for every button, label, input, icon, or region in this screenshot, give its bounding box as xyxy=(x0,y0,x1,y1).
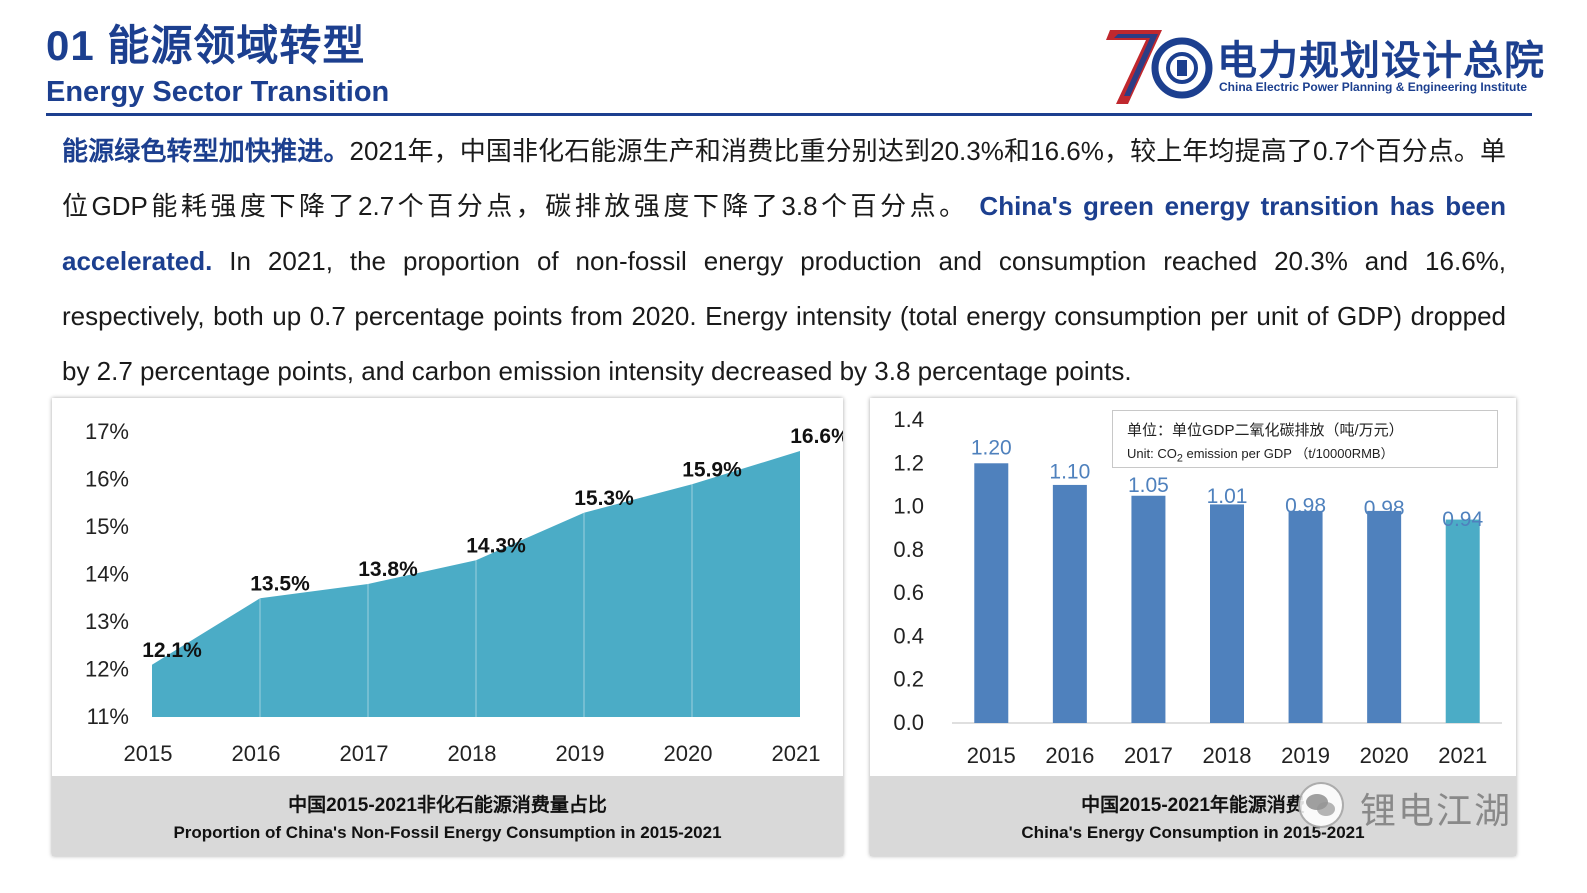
data-label: 1.05 xyxy=(1128,474,1169,497)
bar xyxy=(1131,495,1166,723)
bar xyxy=(1288,510,1323,723)
x-tick-label: 2017 xyxy=(1124,743,1173,768)
summary-body-cn: 2021年，中国非化石能源生产和消费比重分别达到20.3%和16.6%，较上年均… xyxy=(62,136,1506,221)
non-fossil-share-caption: 中国2015-2021非化石能源消费量占比 Proportion of Chin… xyxy=(52,776,843,856)
wechat-icon xyxy=(1298,782,1344,828)
x-tick-label: 2016 xyxy=(1045,743,1094,768)
chart-title-en: Proportion of China's Non-Fossil Energy … xyxy=(173,823,722,842)
y-tick-label: 13% xyxy=(85,609,129,634)
x-tick-label: 2020 xyxy=(664,741,713,766)
area-series xyxy=(152,451,800,717)
y-tick-label: 0.2 xyxy=(893,667,924,692)
y-tick-label: 1.0 xyxy=(893,494,924,519)
data-label: 1.20 xyxy=(971,436,1012,459)
y-tick-label: 17% xyxy=(85,419,129,444)
watermark-text: 锂电江湖 xyxy=(1360,790,1513,831)
summary-lead-cn: 能源绿色转型加快推进。 xyxy=(62,136,350,166)
y-tick-label: 12% xyxy=(85,657,129,682)
y-tick-label: 0.0 xyxy=(893,710,924,735)
carbon-intensity-caption: 中国2015-2021年能源消费 China's Energy Consumpt… xyxy=(870,776,1516,856)
non-fossil-share-panel: 11% 12% 13% 14% 15% 16% 17% 2015 2016 2017 2018 201… xyxy=(52,398,843,856)
carbon-intensity-chart: 0.0 0.2 0.4 0.6 0.8 1.0 1.2 1.4 1.20 2015 1.10 2016… xyxy=(893,407,1502,768)
data-label: 13.8% xyxy=(358,558,418,581)
chart-title-en: China's Energy Consumption in 2015-2021 xyxy=(1021,823,1365,842)
bar xyxy=(1052,484,1087,723)
unit-legend: 单位：单位GDP二氧化碳排放（吨/万元） Unit: CO2 emission … xyxy=(1112,410,1498,468)
x-tick-label: 2021 xyxy=(772,741,821,766)
y-tick-label: 11% xyxy=(87,704,129,729)
bar xyxy=(974,463,1009,723)
page-subtitle: Energy Sector Transition xyxy=(46,76,390,108)
institute-logo-icon xyxy=(1106,30,1213,104)
data-label: 12.1% xyxy=(142,639,202,662)
chart-title-cn: 中国2015-2021非化石能源消费量占比 xyxy=(288,795,607,816)
unit-label-en: Unit: CO2 emission per GDP （t/10000RMB） xyxy=(1127,446,1394,465)
x-tick-label: 2015 xyxy=(967,743,1016,768)
data-label: 13.5% xyxy=(250,572,310,595)
bar xyxy=(1210,504,1244,723)
data-label: 1.01 xyxy=(1207,485,1248,508)
data-label: 14.3% xyxy=(466,534,526,557)
y-tick-label: 0.6 xyxy=(893,580,924,605)
summary-lead-en: China's green energy transition has been… xyxy=(62,191,1506,276)
unit-label-cn: 单位：单位GDP二氧化碳排放（吨/万元） xyxy=(1127,422,1404,439)
carbon-intensity-panel: 0.0 0.2 0.4 0.6 0.8 1.0 1.2 1.4 1.20 2015 1.10 2016… xyxy=(870,398,1516,856)
institute-name-en: China Electric Power Planning & Engineer… xyxy=(1219,80,1528,94)
summary-paragraph: 能源绿色转型加快推进。2021年，中国非化石能源生产和消费比重分别达到20.3%… xyxy=(62,124,1506,399)
header-divider xyxy=(46,113,1532,116)
data-label: 0.94 xyxy=(1442,508,1483,531)
page-title: 01 能源领域转型 xyxy=(46,22,366,69)
x-tick-label: 2016 xyxy=(232,741,281,766)
x-tick-label: 2019 xyxy=(556,741,605,766)
data-label: 15.3% xyxy=(574,487,634,510)
data-label: 16.6% xyxy=(790,425,843,448)
y-tick-label: 14% xyxy=(85,562,129,587)
bar xyxy=(1367,510,1402,723)
x-tick-label: 2017 xyxy=(340,741,389,766)
chart-title-cn: 中国2015-2021年能源消费 xyxy=(1081,795,1305,816)
x-tick-label: 2018 xyxy=(1203,743,1252,768)
y-tick-label: 0.4 xyxy=(893,623,924,648)
y-tick-label: 15% xyxy=(85,514,129,539)
data-label: 0.98 xyxy=(1364,497,1405,520)
data-label: 0.98 xyxy=(1285,494,1326,517)
x-tick-label: 2015 xyxy=(124,741,173,766)
x-tick-label: 2021 xyxy=(1438,743,1487,768)
bar xyxy=(1445,519,1480,723)
y-tick-label: 0.8 xyxy=(893,537,924,562)
x-tick-label: 2019 xyxy=(1281,743,1330,768)
y-tick-label: 16% xyxy=(85,467,129,492)
institute-name-cn: 电力规划设计总院 xyxy=(1217,39,1545,83)
data-label: 1.10 xyxy=(1049,461,1090,484)
y-tick-label: 1.2 xyxy=(893,450,924,475)
x-tick-label: 2018 xyxy=(448,741,497,766)
data-label: 15.9% xyxy=(682,458,742,481)
non-fossil-share-chart: 11% 12% 13% 14% 15% 16% 17% 2015 2016 2017 2018 201… xyxy=(85,419,843,766)
watermark: 锂电江湖 xyxy=(1298,778,1528,831)
y-tick-label: 1.4 xyxy=(893,407,924,432)
summary-body-en: In 2021, the proportion of non-fossil en… xyxy=(62,246,1506,386)
x-tick-label: 2020 xyxy=(1360,743,1409,768)
